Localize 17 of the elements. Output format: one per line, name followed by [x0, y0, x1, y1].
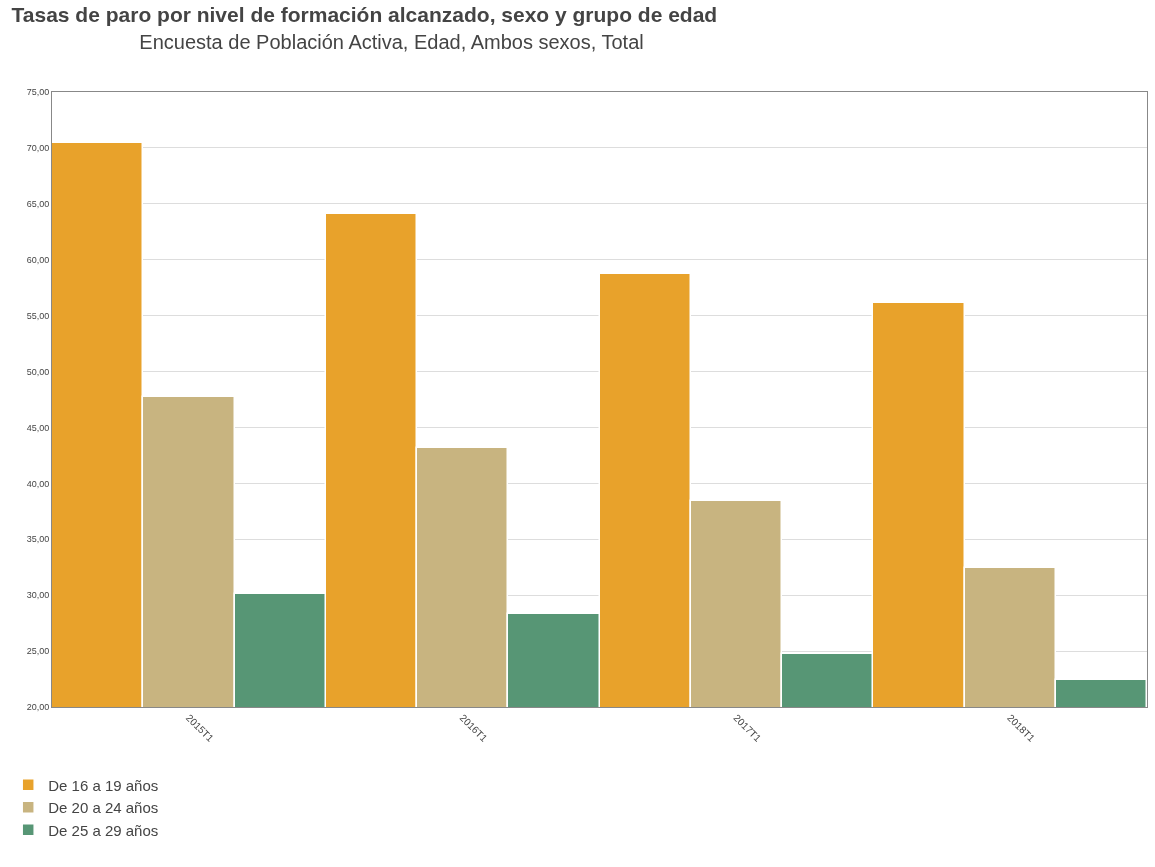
y-tick-label: 50,00 [26, 366, 50, 377]
chart-title: Tasas de paro por nivel de formación alcanzado, sexo y grupo de edad [11, 2, 718, 26]
y-tick-label: 65,00 [26, 198, 50, 209]
y-tick-label: 40,00 [26, 478, 50, 489]
y-tick-label: 60,00 [26, 254, 50, 265]
legend-label: De 16 a 19 años [48, 776, 159, 794]
y-tick-label: 30,00 [26, 590, 50, 601]
y-tick-label: 25,00 [26, 646, 50, 657]
legend-label: De 25 a 29 años [48, 821, 159, 839]
y-tick-label: 20,00 [26, 702, 50, 713]
y-tick-label: 45,00 [26, 422, 50, 433]
y-tick-label: 55,00 [26, 310, 50, 321]
legend-label: De 20 a 24 años [48, 799, 159, 817]
y-tick-label: 35,00 [26, 534, 50, 545]
chart-subtitle: Encuesta de Población Activa, Edad, Ambos sexos, Total [11, 30, 644, 53]
y-tick-label: 75,00 [26, 87, 50, 98]
y-tick-label: 70,00 [26, 143, 50, 154]
